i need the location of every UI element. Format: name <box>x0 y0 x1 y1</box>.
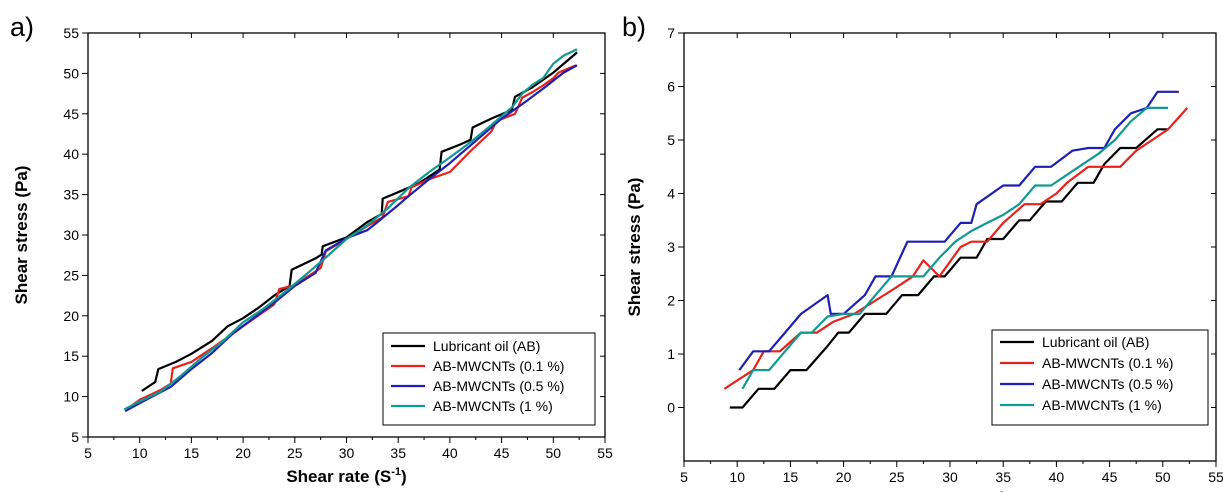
legend-label: AB-MWCNTs (0.1 %) <box>433 358 564 374</box>
y-tick-label: 15 <box>63 348 79 364</box>
y-tick-label: 6 <box>667 79 675 95</box>
y-tick-label: 3 <box>667 239 675 255</box>
x-tick-label: 55 <box>597 445 613 461</box>
y-tick-label: 10 <box>63 389 79 405</box>
chart-panel-a: 5 10 15 20 25 30 35 40 45 50 555101520253035404550… <box>10 12 613 486</box>
x-tick-label: 30 <box>339 445 355 461</box>
x-tick-label: 50 <box>1155 469 1171 485</box>
legend-label: AB-MWCNTs (1 %) <box>433 398 553 414</box>
x-tick-label: 5 <box>680 469 688 485</box>
x-tick-label: 20 <box>235 445 251 461</box>
x-tick-label: 50 <box>546 445 562 461</box>
y-tick-label: 7 <box>667 25 675 41</box>
y-tick-label: 50 <box>63 65 79 81</box>
y-tick-label: 1 <box>667 346 675 362</box>
x-tick-label: 15 <box>184 445 200 461</box>
legend-label: AB-MWCNTs (0.5 %) <box>433 378 564 394</box>
y-tick-label: 2 <box>667 293 675 309</box>
panel-letter: b) <box>622 12 646 42</box>
series-line-4 <box>741 106 1169 390</box>
x-tick-label: 15 <box>783 469 799 485</box>
x-tick-label: 20 <box>836 469 852 485</box>
x-tick-label: 35 <box>390 445 406 461</box>
x-tick-label: 40 <box>442 445 458 461</box>
y-tick-label: 0 <box>667 400 675 416</box>
x-tick-label: 40 <box>1049 469 1065 485</box>
x-tick-label: 35 <box>995 469 1011 485</box>
x-tick-label: 45 <box>494 445 510 461</box>
legend-label: AB-MWCNTs (0.5 %) <box>1042 376 1173 392</box>
x-tick-label: 10 <box>729 469 745 485</box>
x-tick-label: 45 <box>1102 469 1118 485</box>
legend-label: Lubricant oil (AB) <box>433 338 540 354</box>
y-tick-label: 40 <box>63 146 79 162</box>
y-axis-title: Shear stress (Pa) <box>625 178 644 317</box>
y-tick-label: 5 <box>71 429 79 445</box>
series-line-1 <box>141 51 578 392</box>
y-tick-label: 35 <box>63 187 79 203</box>
x-tick-label: 25 <box>889 469 905 485</box>
series-line-3 <box>738 90 1179 371</box>
y-tick-label: 25 <box>63 267 79 283</box>
x-axis-title: Shear rate (S-1) <box>286 466 406 486</box>
x-tick-label: 10 <box>132 445 148 461</box>
x-tick-label: 25 <box>287 445 303 461</box>
y-tick-label: 4 <box>667 186 675 202</box>
y-tick-label: 5 <box>667 132 675 148</box>
legend: Lubricant oil (AB) AB-MWCNTs (0.1 %) AB-MW… <box>382 332 596 426</box>
x-tick-label: 55 <box>1208 469 1223 485</box>
x-tick-label: 30 <box>942 469 958 485</box>
legend: Lubricant oil (AB) AB-MWCNTs (0.1 %) AB-MW… <box>991 329 1209 426</box>
series-line-2 <box>125 64 577 411</box>
legend-box <box>991 329 1209 426</box>
series-line-4 <box>123 48 578 411</box>
x-tick-label: 5 <box>84 445 92 461</box>
y-axis-title: Shear stress (Pa) <box>12 166 31 305</box>
y-tick-label: 20 <box>63 308 79 324</box>
y-tick-label: 55 <box>63 25 79 41</box>
legend-box <box>382 332 596 426</box>
legend-label: AB-MWCNTs (0.1 %) <box>1042 355 1173 371</box>
legend-label: AB-MWCNTs (1 %) <box>1042 397 1162 413</box>
legend-label: Lubricant oil (AB) <box>1042 334 1149 350</box>
y-tick-label: 30 <box>63 227 79 243</box>
series-line-1 <box>729 128 1169 409</box>
y-tick-label: 45 <box>63 106 79 122</box>
panel-letter: a) <box>10 12 34 42</box>
